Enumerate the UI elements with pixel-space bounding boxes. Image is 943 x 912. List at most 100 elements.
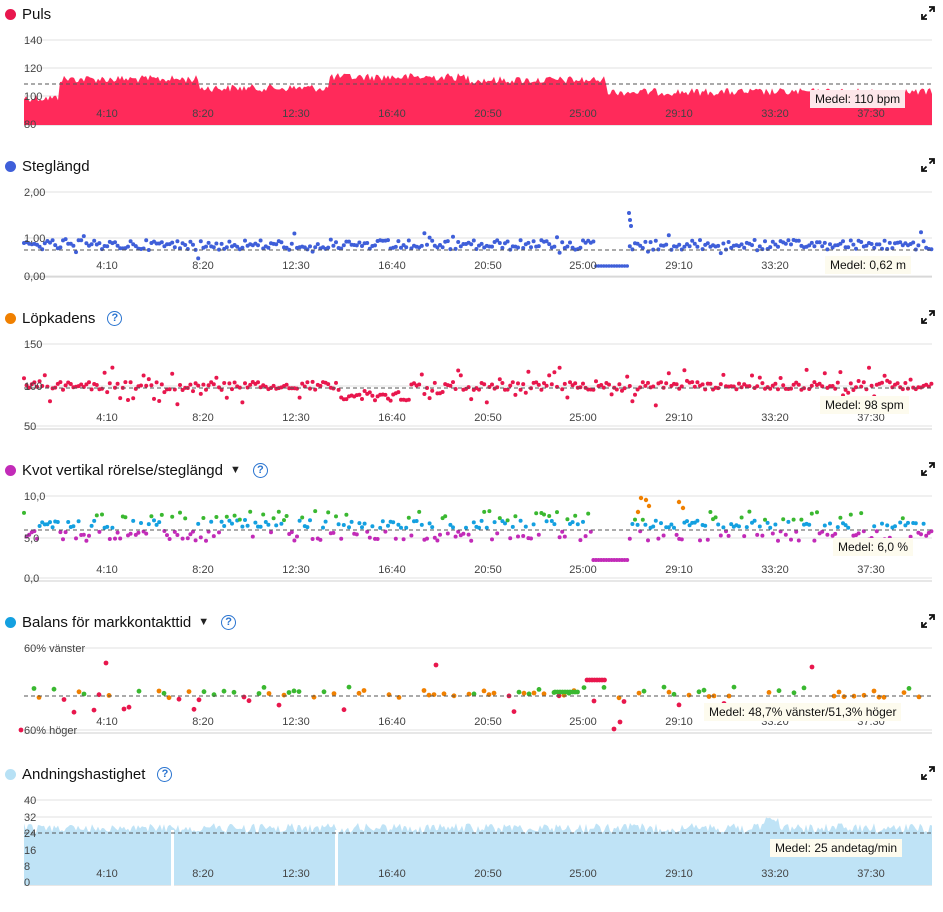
data-point xyxy=(94,513,99,518)
data-point xyxy=(586,511,591,516)
data-point xyxy=(310,537,315,541)
data-point xyxy=(154,380,159,385)
expand-icon[interactable] xyxy=(921,614,935,628)
data-point xyxy=(752,238,757,242)
data-point xyxy=(336,387,341,392)
data-point xyxy=(263,520,268,524)
data-point xyxy=(297,518,302,523)
data-point xyxy=(241,694,247,700)
data-point xyxy=(591,387,596,392)
data-point xyxy=(739,242,744,247)
data-point xyxy=(198,535,203,540)
data-point xyxy=(419,243,424,248)
data-point xyxy=(48,520,52,525)
data-point xyxy=(581,685,587,690)
data-point xyxy=(701,687,707,693)
data-point xyxy=(588,529,593,534)
data-point xyxy=(422,231,427,236)
data-point xyxy=(621,699,627,704)
help-icon[interactable]: ? xyxy=(221,614,237,630)
data-point xyxy=(638,495,644,501)
data-point xyxy=(518,518,523,523)
data-point xyxy=(861,692,867,698)
y-tick-label: 80 xyxy=(24,119,36,131)
data-point xyxy=(201,516,206,520)
data-point xyxy=(360,244,364,248)
data-point xyxy=(726,240,731,244)
data-point xyxy=(646,380,650,385)
data-point xyxy=(386,238,390,243)
data-point xyxy=(170,240,175,245)
x-tick-label: 12:30 xyxy=(282,412,310,424)
data-point xyxy=(848,512,853,517)
data-point xyxy=(217,247,221,252)
help-icon[interactable]: ? xyxy=(107,310,123,326)
expand-icon[interactable] xyxy=(921,310,935,324)
data-point xyxy=(308,386,312,391)
data-point xyxy=(804,367,809,372)
data-point xyxy=(625,374,630,379)
data-point xyxy=(206,529,211,534)
data-point xyxy=(430,525,435,530)
data-point xyxy=(74,250,78,255)
data-point xyxy=(175,402,180,407)
data-point xyxy=(680,505,686,511)
data-point xyxy=(513,392,518,397)
data-point xyxy=(31,686,37,691)
data-point xyxy=(48,399,52,404)
data-point xyxy=(557,365,562,370)
data-point xyxy=(284,514,289,518)
data-point xyxy=(552,370,557,375)
data-point xyxy=(172,245,177,250)
y-tick-label: 32 xyxy=(24,812,36,824)
data-point xyxy=(633,392,637,397)
help-icon[interactable]: ? xyxy=(157,766,173,782)
mean-label: Medel: 48,7% vänster/51,3% höger xyxy=(704,703,902,721)
chart-title-row[interactable]: Kvot vertikal rörelse/steglängd ▼? xyxy=(5,460,268,480)
data-point xyxy=(500,245,505,250)
data-point xyxy=(344,397,349,402)
data-point xyxy=(737,381,741,386)
data-point xyxy=(630,399,635,404)
data-point xyxy=(246,698,252,704)
data-point xyxy=(115,381,120,386)
data-point xyxy=(42,373,47,378)
data-point xyxy=(477,525,481,530)
dropdown-caret-icon[interactable]: ▼ xyxy=(229,464,241,476)
data-point xyxy=(874,529,879,534)
data-point xyxy=(188,239,193,244)
data-point xyxy=(383,392,388,397)
data-point xyxy=(817,240,822,245)
data-point xyxy=(789,242,793,247)
help-icon[interactable]: ? xyxy=(252,462,268,478)
chart-panel-puls: Puls 140 120 100 80 4:10 8:20 12:30 16:40 20:50 25… xyxy=(0,0,943,152)
data-point xyxy=(295,534,299,539)
expand-icon[interactable] xyxy=(921,158,935,172)
data-point xyxy=(666,233,671,238)
data-point xyxy=(146,248,151,252)
data-point xyxy=(786,238,791,243)
data-point xyxy=(396,390,401,395)
expand-icon[interactable] xyxy=(921,6,935,20)
data-point xyxy=(113,536,117,541)
data-point xyxy=(636,690,642,696)
data-point xyxy=(900,516,905,521)
data-point xyxy=(274,242,279,247)
data-point xyxy=(604,264,609,268)
x-tick-label: 20:50 xyxy=(474,412,502,424)
data-point xyxy=(716,522,721,527)
data-point xyxy=(731,684,737,690)
data-point xyxy=(451,234,455,239)
chart-title-row[interactable]: Balans för markkontakttid ▼? xyxy=(5,612,237,632)
data-point xyxy=(308,518,312,523)
data-point xyxy=(240,245,245,250)
data-point xyxy=(40,247,45,252)
data-point xyxy=(640,380,645,385)
data-point xyxy=(690,380,695,385)
expand-icon[interactable] xyxy=(921,766,935,780)
dropdown-caret-icon[interactable]: ▼ xyxy=(198,616,210,628)
expand-icon[interactable] xyxy=(921,462,935,476)
data-point xyxy=(828,521,832,526)
data-point xyxy=(128,239,133,244)
data-point xyxy=(653,518,658,523)
